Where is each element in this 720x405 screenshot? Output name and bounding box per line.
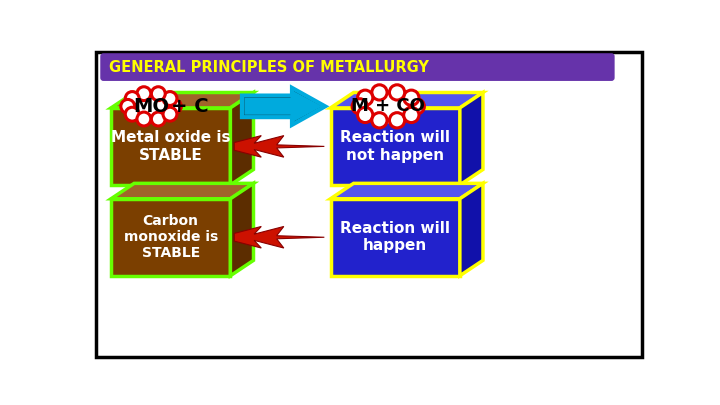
Text: M + CO: M + CO <box>351 97 426 115</box>
Text: Reaction will
not happen: Reaction will not happen <box>340 130 450 162</box>
Ellipse shape <box>357 90 419 123</box>
Polygon shape <box>111 183 253 199</box>
Circle shape <box>151 112 165 126</box>
Circle shape <box>125 107 139 121</box>
Text: Carbon
monoxide is
STABLE: Carbon monoxide is STABLE <box>124 214 218 260</box>
Circle shape <box>163 92 177 105</box>
Polygon shape <box>234 136 324 157</box>
Polygon shape <box>111 199 230 276</box>
Polygon shape <box>330 92 483 108</box>
Circle shape <box>372 85 387 100</box>
Circle shape <box>137 112 150 126</box>
FancyBboxPatch shape <box>96 53 642 356</box>
Polygon shape <box>234 226 324 248</box>
Polygon shape <box>111 108 230 185</box>
Circle shape <box>125 92 139 105</box>
Circle shape <box>404 90 419 105</box>
Circle shape <box>358 90 373 105</box>
Polygon shape <box>330 183 483 199</box>
Circle shape <box>390 85 405 100</box>
Polygon shape <box>242 88 325 125</box>
Polygon shape <box>230 92 253 185</box>
Circle shape <box>137 87 150 100</box>
Polygon shape <box>330 199 460 276</box>
Circle shape <box>358 107 373 123</box>
FancyBboxPatch shape <box>100 53 615 81</box>
Polygon shape <box>330 108 460 185</box>
Text: + C: + C <box>171 97 208 116</box>
Text: Metal oxide is
STABLE: Metal oxide is STABLE <box>111 130 230 162</box>
Text: MO: MO <box>133 97 169 116</box>
Ellipse shape <box>126 91 176 122</box>
Circle shape <box>352 99 367 114</box>
Polygon shape <box>230 183 253 276</box>
Text: Reaction will
happen: Reaction will happen <box>340 221 450 254</box>
Circle shape <box>409 99 424 114</box>
Circle shape <box>163 107 177 121</box>
Polygon shape <box>460 92 483 185</box>
Circle shape <box>168 99 181 113</box>
Circle shape <box>121 99 135 113</box>
Circle shape <box>151 87 165 100</box>
Polygon shape <box>111 92 253 108</box>
Circle shape <box>372 113 387 128</box>
Circle shape <box>404 107 419 123</box>
Polygon shape <box>244 90 322 123</box>
Text: GENERAL PRINCIPLES OF METALLURGY: GENERAL PRINCIPLES OF METALLURGY <box>109 60 428 75</box>
Polygon shape <box>460 183 483 276</box>
Circle shape <box>390 113 405 128</box>
